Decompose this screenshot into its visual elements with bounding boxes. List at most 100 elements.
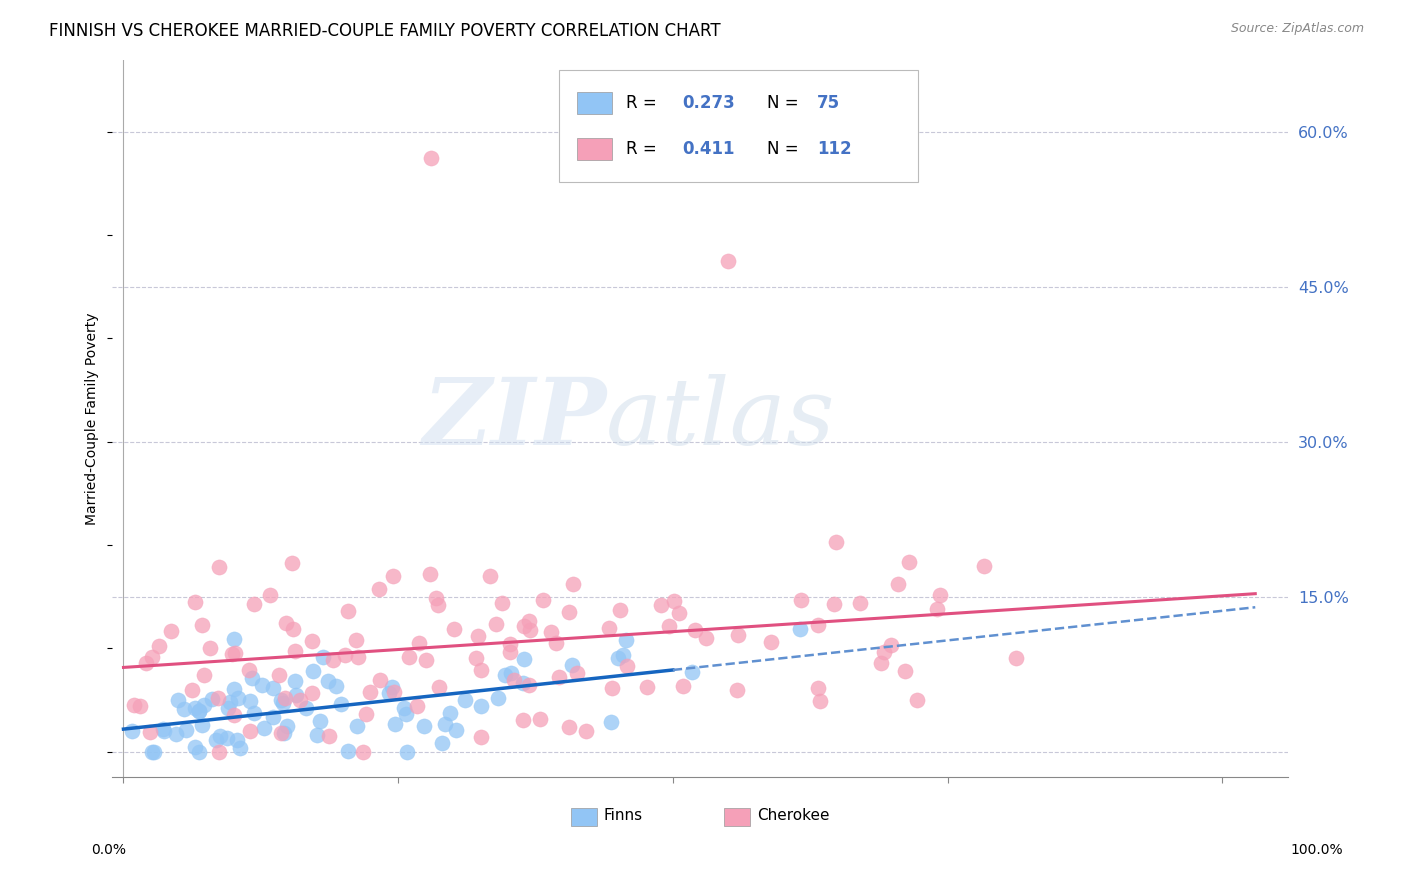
Text: 0.273: 0.273: [683, 94, 735, 112]
Point: [262, 710, 284, 724]
Point: [540, 625, 562, 640]
Point: [153, 724, 176, 739]
Point: [346, 719, 368, 733]
Point: [322, 653, 344, 667]
Text: 75: 75: [817, 94, 839, 112]
Point: [141, 745, 163, 759]
Point: [262, 681, 284, 695]
Point: [486, 691, 509, 706]
Point: [217, 701, 239, 715]
Point: [513, 619, 536, 633]
FancyBboxPatch shape: [576, 93, 612, 114]
Point: [346, 649, 368, 664]
Point: [575, 724, 598, 739]
Point: [607, 651, 630, 665]
Point: [600, 681, 623, 696]
Point: [344, 632, 367, 647]
Point: [547, 669, 569, 683]
Point: [367, 582, 389, 596]
Point: [612, 648, 634, 662]
Point: [250, 678, 273, 692]
Point: [173, 701, 195, 715]
Point: [427, 599, 450, 613]
Point: [395, 745, 418, 759]
Point: [609, 603, 631, 617]
Point: [198, 641, 221, 656]
Point: [193, 668, 215, 682]
Point: [531, 592, 554, 607]
Point: [288, 692, 311, 706]
Point: [517, 678, 540, 692]
Point: [470, 699, 492, 714]
Point: [226, 733, 249, 747]
Point: [790, 593, 813, 607]
Point: [307, 728, 329, 742]
Point: [301, 634, 323, 648]
Point: [668, 606, 690, 620]
Point: [312, 650, 335, 665]
Point: [478, 569, 501, 583]
Point: [650, 598, 672, 612]
Point: [406, 698, 429, 713]
Point: [557, 720, 579, 734]
Point: [420, 151, 443, 165]
Point: [160, 624, 183, 638]
FancyBboxPatch shape: [576, 138, 612, 160]
Text: 0.0%: 0.0%: [91, 843, 127, 857]
Point: [381, 569, 404, 583]
Point: [894, 664, 917, 678]
Point: [190, 718, 212, 732]
Text: N =: N =: [768, 140, 804, 158]
Point: [337, 604, 360, 618]
Point: [184, 739, 207, 754]
Point: [501, 666, 523, 681]
Point: [443, 623, 465, 637]
Point: [184, 701, 207, 715]
Point: [274, 616, 297, 631]
Point: [512, 676, 534, 690]
FancyBboxPatch shape: [724, 807, 749, 826]
Point: [141, 649, 163, 664]
Point: [143, 745, 166, 759]
Point: [281, 556, 304, 570]
Point: [238, 663, 260, 677]
Point: [761, 634, 783, 648]
Point: [565, 666, 588, 681]
Point: [222, 632, 245, 647]
FancyBboxPatch shape: [560, 70, 918, 182]
Point: [259, 588, 281, 602]
Point: [381, 680, 404, 694]
Point: [439, 706, 461, 721]
Point: [122, 698, 145, 713]
Point: [503, 673, 526, 687]
Point: [221, 647, 243, 661]
Point: [174, 723, 197, 737]
Point: [253, 721, 276, 735]
Point: [470, 731, 492, 745]
Point: [187, 705, 209, 719]
Point: [217, 731, 239, 745]
Point: [148, 639, 170, 653]
Point: [529, 712, 551, 726]
Point: [121, 724, 143, 739]
Point: [378, 686, 401, 700]
Point: [848, 596, 870, 610]
Point: [285, 688, 308, 702]
Point: [464, 651, 486, 665]
Point: [336, 744, 359, 758]
Point: [433, 716, 456, 731]
Text: 112: 112: [817, 140, 852, 158]
Point: [382, 685, 405, 699]
Point: [695, 632, 717, 646]
Point: [316, 673, 339, 688]
Point: [825, 535, 848, 549]
Point: [517, 614, 540, 628]
Point: [897, 555, 920, 569]
Point: [1005, 650, 1028, 665]
Point: [398, 649, 420, 664]
Point: [352, 745, 374, 759]
Point: [384, 717, 406, 731]
Point: [491, 597, 513, 611]
Text: ZIP: ZIP: [422, 374, 606, 464]
Point: [499, 637, 522, 651]
